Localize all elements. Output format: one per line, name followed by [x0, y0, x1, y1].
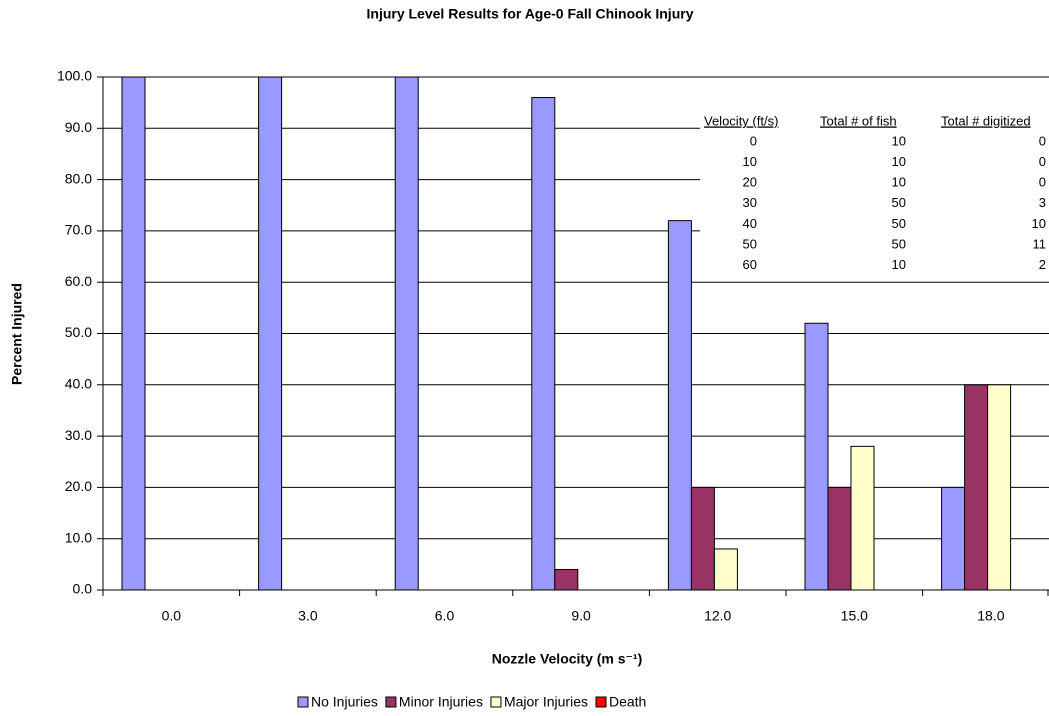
legend-swatch — [595, 696, 607, 708]
bar — [690, 486, 715, 591]
y-tick-label: 20.0 — [65, 478, 92, 494]
chart-title: Injury Level Results for Age-0 Fall Chin… — [367, 6, 694, 22]
x-tick-label: 3.0 — [298, 608, 318, 624]
y-tick-label: 0.0 — [73, 581, 93, 597]
bar — [713, 548, 738, 591]
y-tick-label: 80.0 — [65, 170, 92, 186]
table-header: Total # digitized — [941, 113, 1031, 128]
table-cell: 10 — [892, 175, 906, 190]
table-cell: 10 — [743, 154, 757, 169]
table-cell: 50 — [892, 236, 906, 251]
table-cell: 10 — [892, 257, 906, 272]
bar — [667, 220, 692, 591]
bar — [850, 445, 875, 591]
table-cell: 11 — [1033, 236, 1047, 251]
table-header: Total # of fish — [820, 113, 897, 128]
bar — [121, 76, 146, 591]
y-tick-label: 50.0 — [65, 324, 92, 340]
y-tick-label: 10.0 — [65, 529, 92, 545]
y-tick-label: 30.0 — [65, 427, 92, 443]
table-cell: 50 — [892, 195, 906, 210]
x-tick-label: 6.0 — [435, 608, 455, 624]
bar — [554, 568, 579, 591]
table-cell: 3 — [1039, 195, 1046, 210]
table-cell: 20 — [743, 175, 757, 190]
legend-label: No Injuries — [311, 694, 378, 710]
y-tick-label: 90.0 — [65, 119, 92, 135]
legend-swatch — [490, 696, 502, 708]
x-axis-title: Nozzle Velocity (m s⁻¹) — [492, 651, 643, 667]
y-tick-label: 40.0 — [65, 376, 92, 392]
y-tick-label: 100.0 — [57, 68, 92, 84]
table-cell: 0 — [1039, 133, 1046, 148]
bar — [531, 97, 556, 591]
table-cell: 0 — [1039, 175, 1046, 190]
table-cell: 10 — [892, 154, 906, 169]
table-cell: 10 — [892, 133, 906, 148]
legend-swatch — [297, 696, 309, 708]
inset-table-bg — [700, 112, 1049, 277]
bar — [941, 486, 966, 591]
bar — [964, 384, 989, 591]
legend-swatch — [385, 696, 397, 708]
bar — [827, 486, 852, 591]
x-tick-label: 18.0 — [977, 608, 1004, 624]
bar — [804, 322, 829, 591]
table-header: Velocity (ft/s) — [704, 113, 778, 128]
table-cell: 50 — [892, 216, 906, 231]
bar — [394, 76, 419, 591]
bar — [987, 384, 1012, 591]
table-cell: 30 — [743, 195, 757, 210]
table-cell: 10 — [1032, 216, 1046, 231]
bar — [258, 76, 283, 591]
table-cell: 2 — [1039, 257, 1046, 272]
table-cell: 0 — [750, 133, 757, 148]
x-tick-label: 12.0 — [704, 608, 731, 624]
table-cell: 40 — [743, 216, 757, 231]
y-axis-title: Percent Injured — [9, 283, 25, 385]
x-tick-label: 0.0 — [162, 608, 182, 624]
table-cell: 0 — [1039, 154, 1046, 169]
x-tick-label: 15.0 — [841, 608, 868, 624]
table-cell: 60 — [743, 257, 757, 272]
legend-label: Death — [609, 694, 646, 710]
y-tick-label: 60.0 — [65, 273, 92, 289]
legend-label: Minor Injuries — [399, 694, 483, 710]
y-tick-label: 70.0 — [65, 222, 92, 238]
x-tick-label: 9.0 — [571, 608, 591, 624]
legend-label: Major Injuries — [504, 694, 588, 710]
table-cell: 50 — [743, 236, 757, 251]
